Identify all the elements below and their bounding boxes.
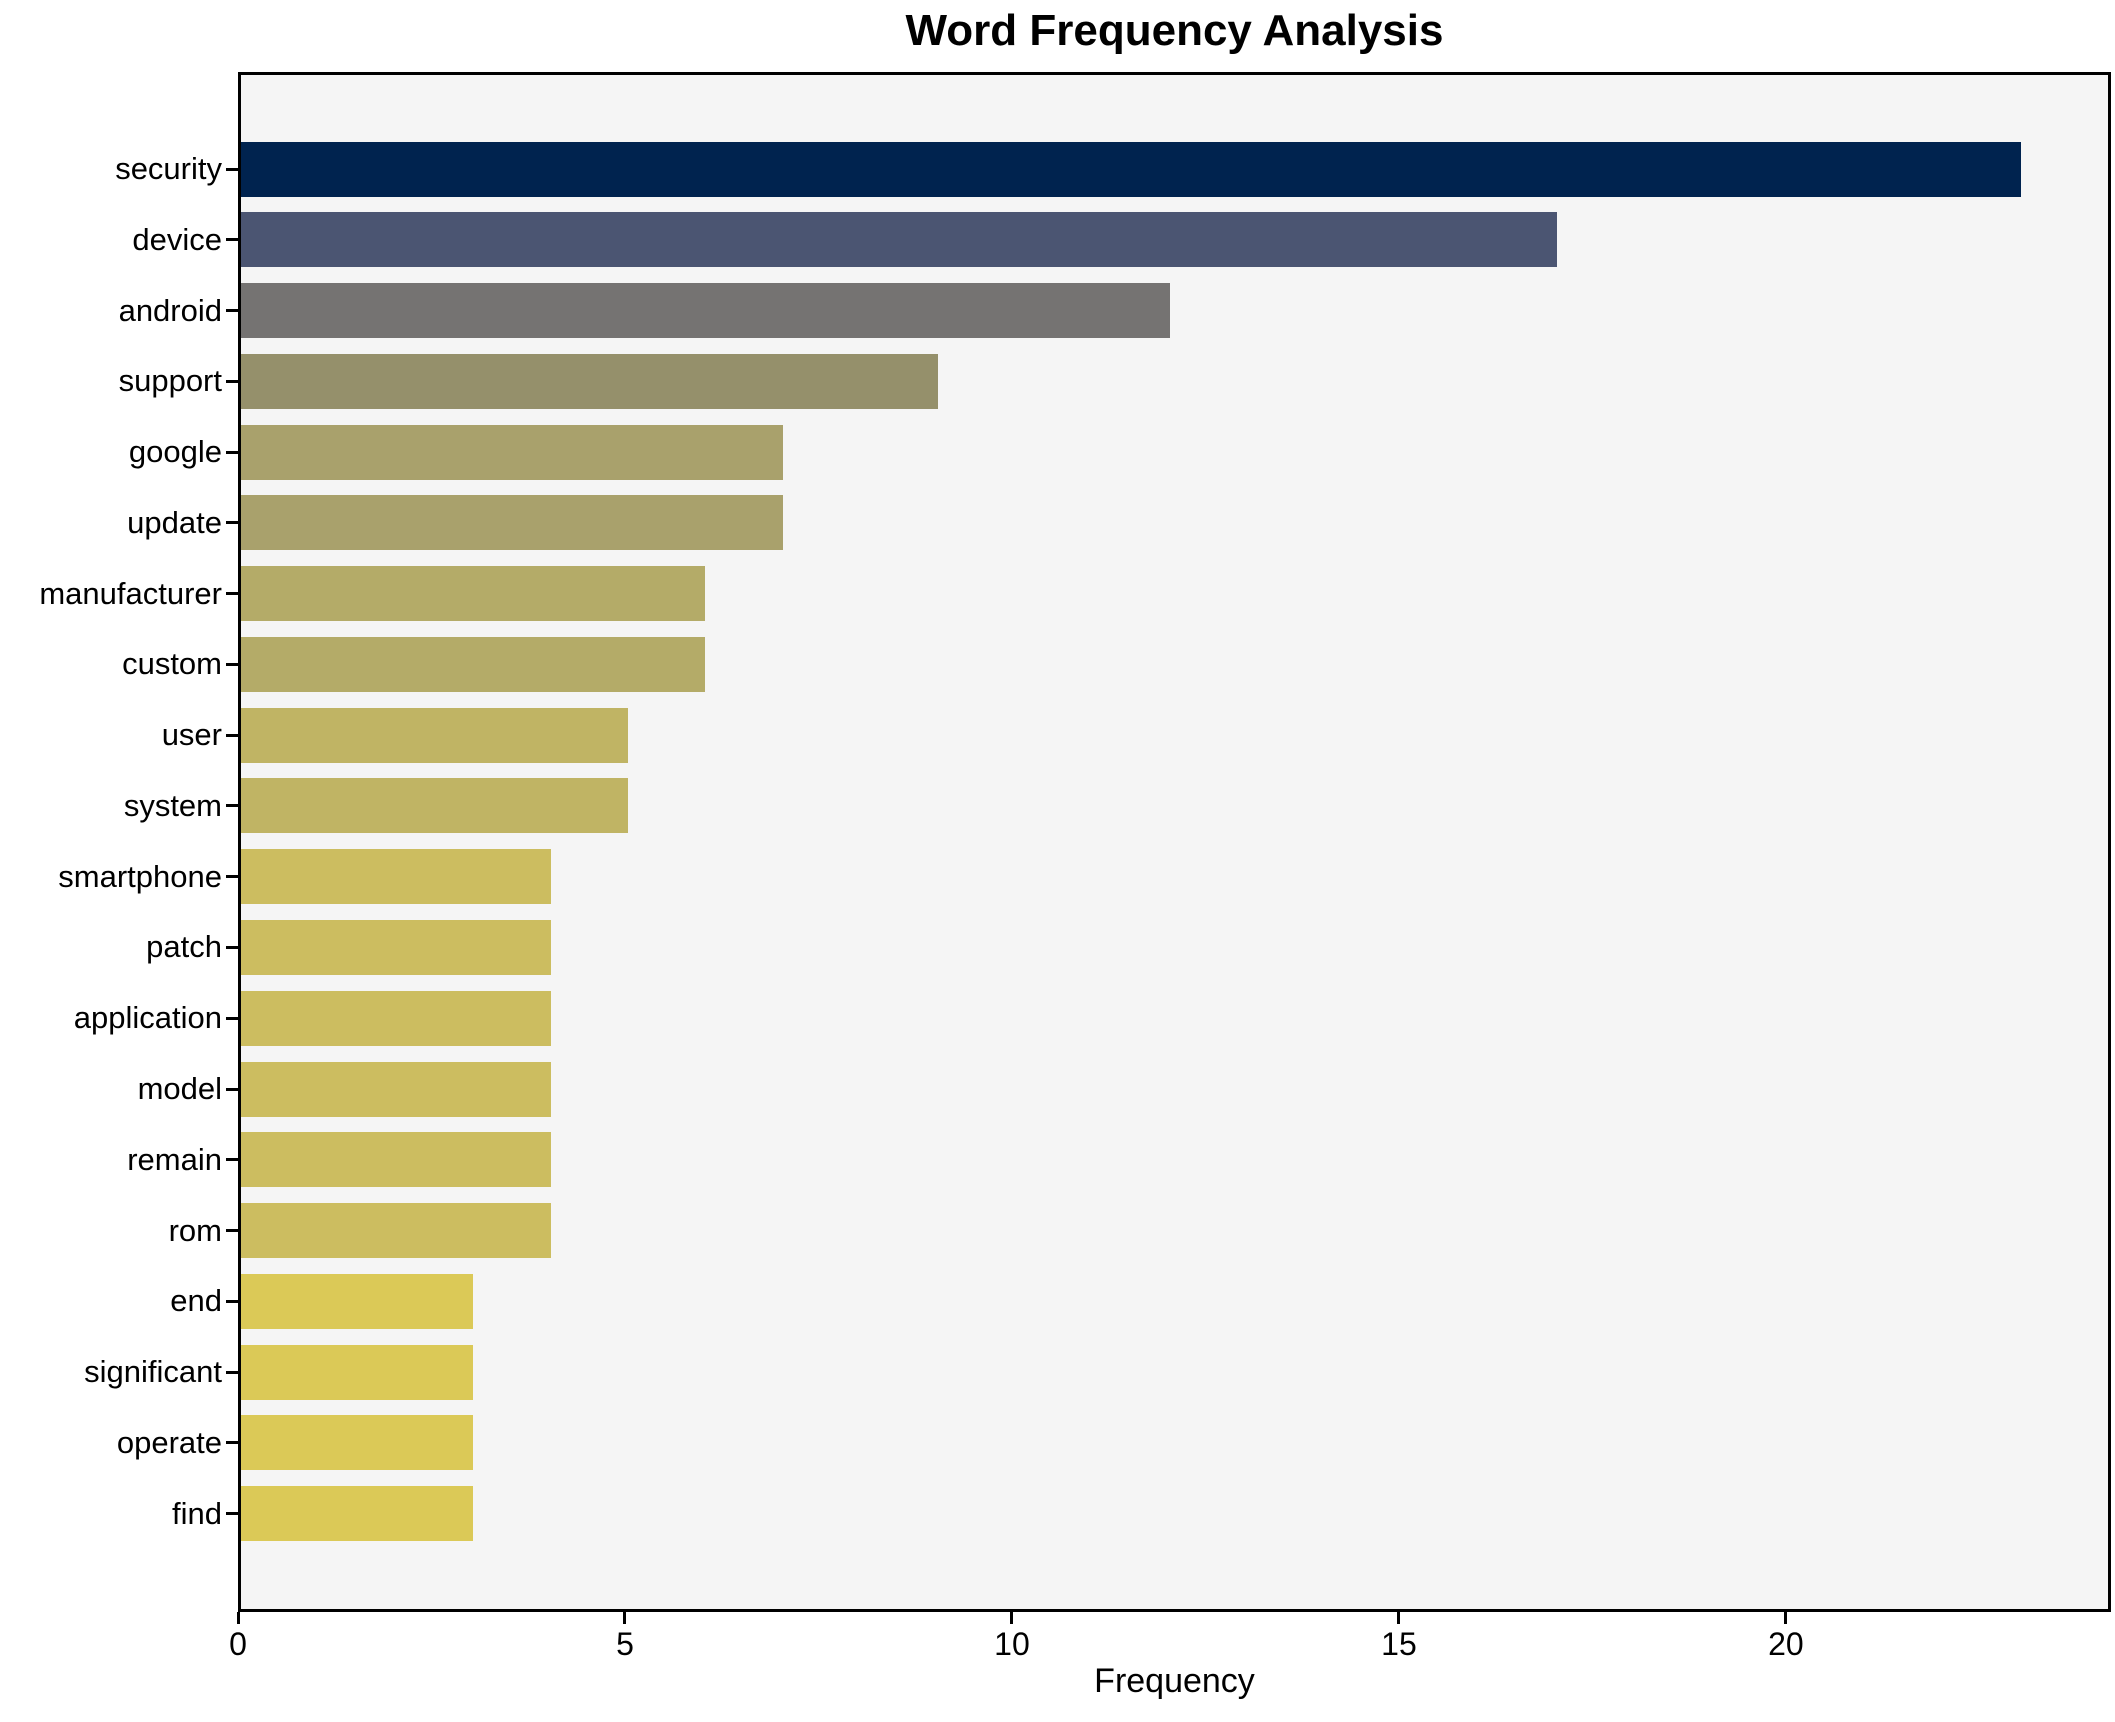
bar [241, 212, 1557, 268]
category-label: significant [84, 1354, 222, 1390]
bar [241, 283, 1170, 339]
y-tick-mark [226, 1441, 238, 1445]
y-tick-mark [226, 450, 238, 454]
x-tick-label: 20 [1768, 1626, 1804, 1662]
category-label: find [172, 1495, 222, 1531]
x-tick-label: 0 [229, 1626, 247, 1662]
category-label: smartphone [58, 858, 222, 894]
y-tick-mark [226, 309, 238, 313]
bar [241, 849, 551, 905]
y-tick-mark [226, 521, 238, 525]
category-label: system [123, 787, 222, 823]
bar [241, 1486, 474, 1542]
x-tick-label: 10 [994, 1626, 1030, 1662]
y-tick-mark [226, 875, 238, 879]
x-tick-mark [623, 1612, 627, 1624]
x-tick-mark [1010, 1612, 1014, 1624]
y-tick-mark [226, 804, 238, 808]
category-label: android [118, 292, 222, 328]
bar [241, 424, 783, 480]
bar [241, 707, 628, 763]
category-label: google [128, 434, 222, 470]
y-tick-mark [226, 379, 238, 383]
category-label: application [73, 1000, 222, 1036]
y-tick-mark [226, 1016, 238, 1020]
category-label: update [127, 504, 222, 540]
x-tick-mark [1397, 1612, 1401, 1624]
category-label: device [132, 221, 222, 257]
bar [241, 919, 551, 975]
bar [241, 990, 551, 1046]
y-tick-mark [226, 733, 238, 737]
y-tick-mark [226, 1158, 238, 1162]
bar [241, 1061, 551, 1117]
bar [241, 1203, 551, 1259]
bar [241, 1344, 474, 1400]
category-label: model [137, 1071, 222, 1106]
category-label: end [170, 1283, 222, 1319]
x-tick-mark [236, 1612, 240, 1624]
y-tick-mark [226, 1299, 238, 1303]
chart-title: Word Frequency Analysis [905, 6, 1444, 55]
y-tick-mark [226, 238, 238, 242]
category-label: custom [122, 646, 222, 682]
x-tick-label: 5 [616, 1626, 634, 1662]
x-tick-mark [1784, 1612, 1788, 1624]
y-tick-mark [226, 1370, 238, 1374]
y-tick-mark [226, 1229, 238, 1233]
category-label: user [161, 717, 222, 753]
y-tick-mark [226, 945, 238, 949]
category-label: operate [116, 1424, 222, 1460]
bar [241, 1273, 474, 1329]
bar [241, 778, 628, 834]
x-tick-label: 15 [1381, 1626, 1417, 1662]
bar [241, 1132, 551, 1188]
bar [241, 495, 783, 551]
x-axis-label: Frequency [1094, 1662, 1255, 1700]
category-label: manufacturer [39, 575, 222, 611]
bar [241, 141, 2022, 197]
bar [241, 1415, 474, 1471]
y-tick-mark [226, 167, 238, 171]
bar [241, 636, 706, 692]
plot-area [238, 72, 2111, 1612]
y-tick-mark [226, 592, 238, 596]
bar [241, 566, 706, 622]
y-tick-mark [226, 662, 238, 666]
category-label: remain [127, 1141, 222, 1177]
y-tick-mark [226, 1512, 238, 1516]
category-label: support [118, 363, 222, 399]
y-tick-mark [226, 1087, 238, 1091]
category-label: patch [146, 929, 222, 965]
category-label: rom [168, 1212, 222, 1248]
category-label: security [115, 151, 222, 186]
bar [241, 353, 938, 409]
